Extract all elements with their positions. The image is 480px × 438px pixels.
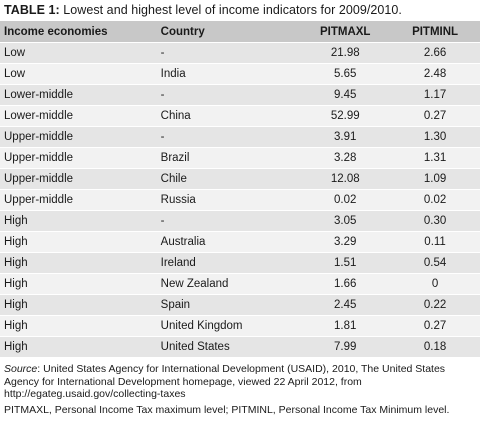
table-row: Upper-middle Russia 0.02 0.02 [0,189,480,211]
pitmaxl-cell: 2.45 [300,294,391,316]
abbreviations-note: PITMAXL, Personal Income Tax maximum lev… [4,404,450,416]
table-row: High United States 7.99 0.18 [0,336,480,358]
pitmaxl-cell: 5.65 [300,63,391,85]
table-row: High New Zealand 1.66 0 [0,273,480,295]
country-cell: - [153,42,301,64]
pitminl-cell: 0.27 [390,105,480,127]
table-row: Upper-middle -3.91 1.30 [0,126,480,148]
income-economy-cell: Upper-middle [0,168,154,190]
pitminl-cell: 2.48 [390,63,480,85]
table-row: High Australia 3.29 0.11 [0,231,480,253]
pitmaxl-cell: 1.66 [300,273,391,295]
income-economy-cell: Lower-middle [0,105,154,127]
table-body: Low -21.98 2.66 Low India 5.65 2.48 Lower-middl… [0,42,480,358]
pitmaxl-cell: 3.28 [300,147,391,169]
income-economy-cell: Upper-middle [0,189,154,211]
pitminl-cell: 0.27 [390,315,480,337]
pitminl-cell: 0.02 [390,189,480,211]
country-cell: China [153,105,301,127]
table-row: High Ireland 1.51 0.54 [0,252,480,274]
country-cell: Australia [153,231,301,253]
caption-text: Lowest and highest level of income indic… [59,3,402,17]
table-header-row: Income economies Country PITMAXL PITMINL [0,21,480,43]
pitmaxl-cell: 7.99 [300,336,391,358]
country-cell: - [153,126,301,148]
pitminl-cell: 0.30 [390,210,480,232]
pitminl-cell: 0 [390,273,480,295]
source-label: Source [4,363,38,375]
table-row: Upper-middle Brazil 3.28 1.31 [0,147,480,169]
table-row: High -3.05 0.30 [0,210,480,232]
pitmaxl-cell: 3.05 [300,210,391,232]
country-cell: Brazil [153,147,301,169]
table-row: Low India 5.65 2.48 [0,63,480,85]
pitminl-cell: 1.30 [390,126,480,148]
income-economy-cell: High [0,210,154,232]
pitmaxl-cell: 12.08 [300,168,391,190]
pitminl-cell: 0.54 [390,252,480,274]
pitmaxl-cell: 9.45 [300,84,391,106]
country-cell: Ireland [153,252,301,274]
table-row: Low -21.98 2.66 [0,42,480,64]
income-economy-cell: High [0,273,154,295]
header-country: Country [153,21,301,43]
source-note: Source: United States Agency for Interna… [4,363,476,401]
country-cell: Russia [153,189,301,211]
income-economy-cell: Upper-middle [0,126,154,148]
pitmaxl-cell: 21.98 [300,42,391,64]
pitminl-cell: 0.11 [390,231,480,253]
income-economy-cell: Low [0,63,154,85]
country-cell: India [153,63,301,85]
income-economy-cell: Lower-middle [0,84,154,106]
pitminl-cell: 0.18 [390,336,480,358]
income-economy-cell: Upper-middle [0,147,154,169]
header-pitmaxl: PITMAXL [300,21,391,43]
table-row: High United Kingdom 1.81 0.27 [0,315,480,337]
country-cell: Chile [153,168,301,190]
pitminl-cell: 0.22 [390,294,480,316]
pitminl-cell: 1.31 [390,147,480,169]
country-cell: Spain [153,294,301,316]
income-economy-cell: High [0,231,154,253]
country-cell: United States [153,336,301,358]
table-caption: TABLE 1: Lowest and highest level of inc… [4,3,402,17]
income-economy-cell: High [0,252,154,274]
income-indicators-table: Income economies Country PITMAXL PITMINL… [0,21,480,358]
pitmaxl-cell: 1.51 [300,252,391,274]
income-economy-cell: High [0,336,154,358]
pitminl-cell: 2.66 [390,42,480,64]
income-economy-cell: Low [0,42,154,64]
header-pitminl: PITMINL [390,21,480,43]
table-row: High Spain 2.45 0.22 [0,294,480,316]
pitmaxl-cell: 3.29 [300,231,391,253]
table-row: Upper-middle Chile 12.08 1.09 [0,168,480,190]
pitmaxl-cell: 52.99 [300,105,391,127]
income-economy-cell: High [0,294,154,316]
header-income-economies: Income economies [0,21,154,43]
country-cell: United Kingdom [153,315,301,337]
table-row: Lower-middle China 52.99 0.27 [0,105,480,127]
pitmaxl-cell: 3.91 [300,126,391,148]
source-text: : United States Agency for International… [4,363,446,401]
country-cell: - [153,84,301,106]
country-cell: New Zealand [153,273,301,295]
pitmaxl-cell: 1.81 [300,315,391,337]
country-cell: - [153,210,301,232]
pitmaxl-cell: 0.02 [300,189,391,211]
pitminl-cell: 1.09 [390,168,480,190]
pitminl-cell: 1.17 [390,84,480,106]
table-row: Lower-middle -9.45 1.17 [0,84,480,106]
caption-label: TABLE 1: [4,3,60,17]
income-economy-cell: High [0,315,154,337]
